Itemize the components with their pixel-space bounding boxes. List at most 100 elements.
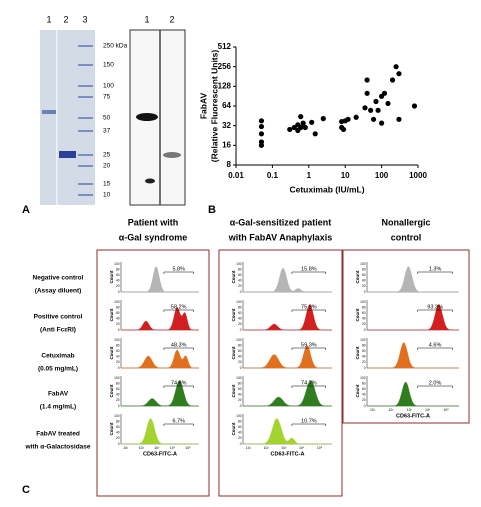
plot-x-tick-label: 10⁵ <box>185 446 191 450</box>
plot-y-tick-label: 100 <box>114 262 120 266</box>
plot-y-tick-label: 80 <box>238 267 242 271</box>
plot-y-label: Count <box>109 422 114 435</box>
plot-x-tick-label: 10⁴ <box>299 446 305 450</box>
gel-divider <box>56 30 58 205</box>
gel-band <box>42 110 56 114</box>
plot-y-tick-label: 60 <box>362 387 366 391</box>
plot-y-tick-label: 20 <box>362 284 366 288</box>
plot-y-tick-label: 0 <box>118 328 120 332</box>
histogram <box>121 418 199 445</box>
plot-y-tick-label: 80 <box>238 305 242 309</box>
plot-y-tick-label: 60 <box>238 425 242 429</box>
plot-y-label: Count <box>231 346 236 359</box>
x-axis-label: Cetuximab (IU/mL) <box>289 184 364 194</box>
plot-y-tick-label: 0 <box>118 404 120 408</box>
plot-y-tick-label: 20 <box>116 436 120 440</box>
row-label: (0.05 mg/mL) <box>38 366 78 373</box>
scatter-point <box>364 77 370 83</box>
scatter-point <box>375 107 381 113</box>
gate-percent: 48.3% <box>171 342 187 348</box>
plot-x-tick-label: 10⁴ <box>170 446 176 450</box>
marker-band <box>78 96 93 98</box>
plot-y-tick-label: 60 <box>116 349 120 353</box>
marker-band <box>78 183 93 185</box>
histogram <box>367 266 459 293</box>
plot-y-tick-label: 0 <box>118 290 120 294</box>
plot-y-tick-label: 60 <box>116 311 120 315</box>
gate-percent: 75.9% <box>301 304 317 310</box>
plot-y-tick-label: 80 <box>238 343 242 347</box>
plot-y-tick-label: 40 <box>116 431 120 435</box>
histogram <box>243 267 332 293</box>
row-label: Negative control <box>33 275 84 282</box>
plot-y-tick-label: 60 <box>362 273 366 277</box>
plot-y-tick-label: 80 <box>116 343 120 347</box>
plot-x-tick-label: 10⁵ <box>317 446 323 450</box>
plot-y-tick-label: 0 <box>364 290 366 294</box>
scatter-point <box>396 71 402 77</box>
gate-percent: 74.6% <box>171 380 187 386</box>
plot-x-tick-label: 10⁵ <box>443 408 449 412</box>
scatter-point <box>291 124 297 131</box>
gate-percent: 1.3% <box>429 266 442 272</box>
plot-y-tick-label: 80 <box>238 419 242 423</box>
panel-letter: B <box>208 204 216 216</box>
scatter-point <box>287 126 293 133</box>
plot-y-label: Count <box>231 270 236 283</box>
column-box <box>342 249 470 424</box>
column-box <box>218 249 343 497</box>
scatter-point <box>258 142 265 148</box>
plot-y-tick-label: 60 <box>116 387 120 391</box>
column-box <box>96 249 210 497</box>
plot-y-tick-label: 100 <box>236 338 242 342</box>
histogram <box>243 380 332 407</box>
plot-y-tick-label: 20 <box>238 322 242 326</box>
scatter-point <box>364 90 370 96</box>
row-label: (1.4 mg/mL) <box>40 404 76 411</box>
scatter-point <box>411 103 418 109</box>
x-tick-label: 1000 <box>409 171 427 180</box>
plot-y-label: Count <box>109 270 114 283</box>
plot-y-label: Count <box>231 384 236 397</box>
plot-y-label: Count <box>231 422 236 435</box>
column-title: Nonallergic <box>381 217 430 227</box>
plot-y-tick-label: 40 <box>116 393 120 397</box>
plot-y-tick-label: 60 <box>362 311 366 315</box>
plot-y-tick-label: 0 <box>118 366 120 370</box>
gel-band <box>59 151 76 158</box>
gate-bracket <box>163 385 194 388</box>
marker-label: 20 <box>103 163 111 170</box>
plot-y-label: Count <box>109 384 114 397</box>
plot-y-tick-label: 40 <box>362 317 366 321</box>
marker-band <box>78 45 93 47</box>
lane-label: 3 <box>82 14 87 24</box>
column-title: Patient with <box>128 217 179 227</box>
gate-bracket <box>417 385 453 388</box>
plot-y-tick-label: 0 <box>240 366 242 370</box>
blot-band <box>136 113 158 121</box>
scatter-point <box>385 100 391 107</box>
x-tick-label: 100 <box>375 171 389 180</box>
plot-y-tick-label: 20 <box>116 284 120 288</box>
plot-y-tick-label: 100 <box>114 300 120 304</box>
lane-label: 2 <box>169 14 174 24</box>
scatter-point <box>345 116 351 122</box>
y-tick-label: 8 <box>227 160 232 169</box>
histogram <box>121 349 199 369</box>
plot-y-tick-label: 100 <box>360 300 366 304</box>
plot-y-tick-label: 100 <box>236 414 242 418</box>
plot-y-tick-label: 60 <box>362 349 366 353</box>
gate-percent: 5.8% <box>172 266 185 272</box>
plot-y-tick-label: 60 <box>238 387 242 391</box>
plot-y-tick-label: 100 <box>114 376 120 380</box>
plot-y-tick-label: 20 <box>362 322 366 326</box>
gate-bracket <box>291 271 327 274</box>
plot-y-tick-label: 100 <box>360 376 366 380</box>
plot-y-tick-label: 60 <box>238 349 242 353</box>
scatter-point <box>381 90 388 96</box>
plot-y-tick-label: 40 <box>116 279 120 283</box>
gate-percent: 10.7% <box>301 418 317 424</box>
scatter-point <box>396 116 402 122</box>
plot-y-label: Count <box>355 308 360 321</box>
